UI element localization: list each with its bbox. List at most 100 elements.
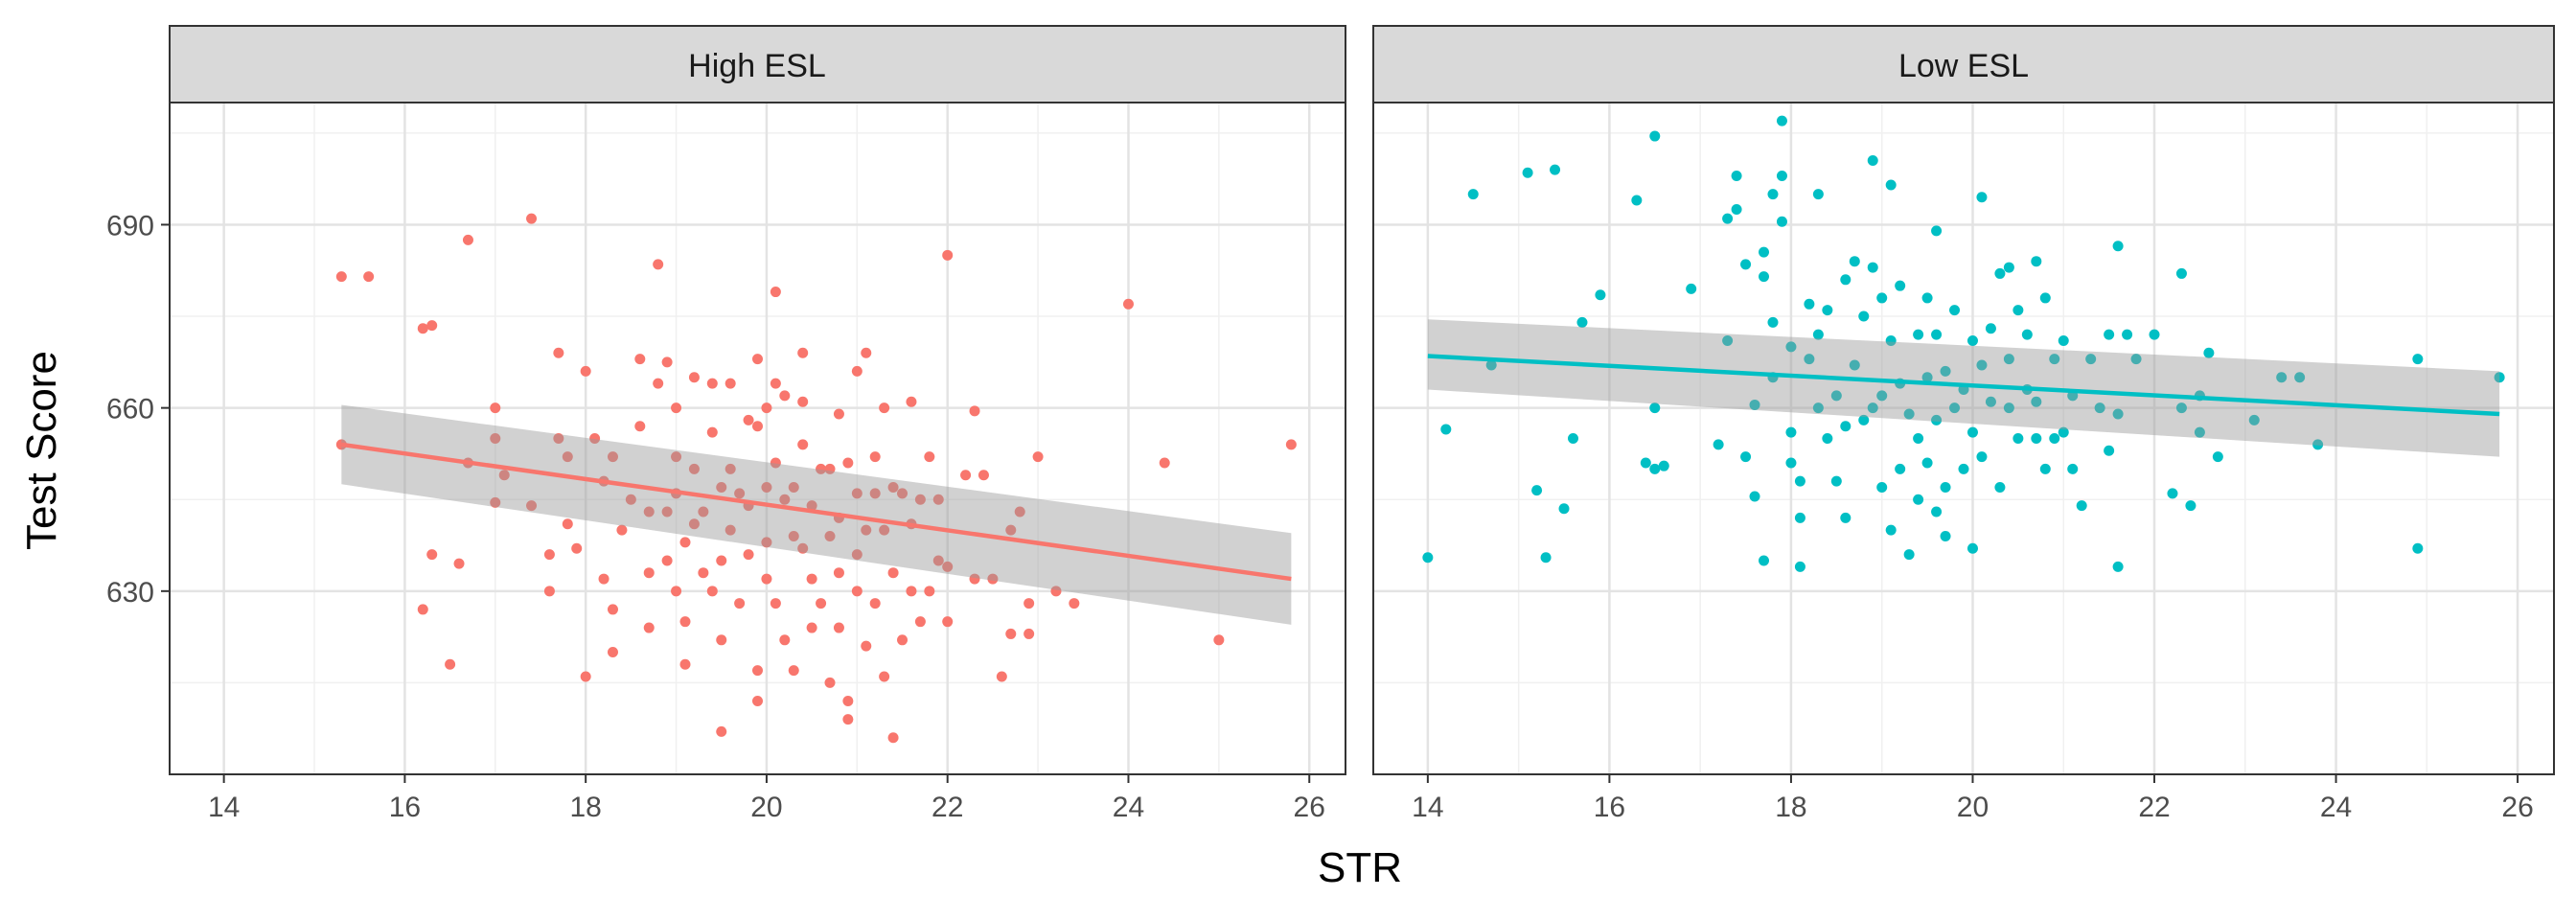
data-point xyxy=(1640,457,1651,469)
data-point xyxy=(426,320,438,332)
data-point xyxy=(734,598,746,610)
data-point xyxy=(1966,335,1978,347)
data-point xyxy=(788,530,799,541)
data-point xyxy=(1940,530,1951,541)
data-point xyxy=(932,555,944,566)
data-point xyxy=(490,496,501,508)
data-point xyxy=(490,433,501,444)
data-point xyxy=(724,378,736,389)
facet-label-low-esl: Low ESL xyxy=(1898,48,2029,84)
data-point xyxy=(1024,598,1035,610)
data-point xyxy=(1032,451,1044,463)
data-point xyxy=(653,378,664,389)
data-point xyxy=(598,573,610,585)
regression-line xyxy=(1427,354,2500,417)
data-point xyxy=(643,567,655,579)
data-point xyxy=(2058,426,2069,438)
data-point xyxy=(679,537,691,548)
data-point xyxy=(1069,598,1080,610)
data-point xyxy=(1522,167,1533,178)
data-point xyxy=(661,555,673,566)
y-axis-title: Test Score xyxy=(18,351,65,550)
panel-border xyxy=(1372,102,2555,775)
data-point xyxy=(1903,549,1915,561)
data-point xyxy=(2104,329,2115,340)
data-point xyxy=(526,500,538,512)
data-point xyxy=(842,457,854,469)
data-point xyxy=(761,481,772,493)
data-point xyxy=(861,524,872,536)
data-point xyxy=(851,586,862,597)
data-point xyxy=(1731,170,1742,181)
data-point xyxy=(589,433,601,444)
data-point xyxy=(1885,524,1897,536)
data-point xyxy=(752,696,763,707)
data-point xyxy=(1722,335,1734,347)
data-point xyxy=(1976,192,1988,203)
data-point xyxy=(770,457,781,469)
facet-strip-high-esl xyxy=(169,25,1346,104)
data-point xyxy=(887,567,899,579)
x-tick-label: 20 xyxy=(1957,792,1989,823)
x-tick-label: 26 xyxy=(1294,792,1325,823)
data-point xyxy=(1213,634,1225,646)
data-point xyxy=(1840,512,1852,523)
data-point xyxy=(2067,463,2079,474)
data-point xyxy=(634,421,646,432)
data-point xyxy=(2031,433,2042,444)
data-point xyxy=(1740,259,1752,270)
data-point xyxy=(1876,481,1888,493)
data-point xyxy=(761,537,772,548)
data-point xyxy=(779,634,791,646)
data-point xyxy=(688,518,700,530)
data-point xyxy=(706,378,718,389)
data-point xyxy=(1631,195,1643,206)
data-point xyxy=(924,586,935,597)
x-tick-label: 16 xyxy=(389,792,421,823)
data-point xyxy=(1804,298,1815,310)
data-point xyxy=(942,616,954,628)
data-point xyxy=(2167,488,2178,499)
data-point xyxy=(824,530,836,541)
data-point xyxy=(2076,500,2087,512)
data-point xyxy=(1940,481,1951,493)
data-point xyxy=(1840,274,1852,286)
data-point xyxy=(788,481,799,493)
data-point xyxy=(607,451,618,463)
data-point xyxy=(2031,256,2042,267)
data-point xyxy=(1285,439,1297,450)
data-point xyxy=(987,573,999,585)
data-point xyxy=(490,402,501,414)
data-point xyxy=(1776,170,1787,181)
data-point xyxy=(543,586,555,597)
data-point xyxy=(1776,216,1787,227)
data-point xyxy=(1931,506,1943,518)
data-point xyxy=(879,402,890,414)
data-point xyxy=(1822,305,1833,316)
data-point xyxy=(1921,292,1933,304)
data-point xyxy=(906,396,917,407)
data-point xyxy=(869,598,881,610)
data-point xyxy=(553,433,564,444)
data-point xyxy=(661,356,673,368)
data-point xyxy=(2049,354,2060,365)
data-point xyxy=(833,408,844,420)
data-point xyxy=(1422,552,1434,564)
data-point xyxy=(2003,262,2014,273)
x-tick-label: 26 xyxy=(2501,792,2533,823)
data-point xyxy=(924,451,935,463)
x-tick-label: 20 xyxy=(750,792,782,823)
data-point xyxy=(2248,414,2260,426)
data-point xyxy=(1812,402,1824,414)
data-point xyxy=(2112,561,2124,572)
data-point xyxy=(1024,628,1035,639)
data-point xyxy=(1849,256,1860,267)
data-point xyxy=(2494,372,2505,383)
data-point xyxy=(914,494,926,505)
data-point xyxy=(688,372,700,383)
data-point xyxy=(2104,445,2115,456)
data-point xyxy=(914,616,926,628)
data-point xyxy=(2003,402,2014,414)
data-point xyxy=(653,259,664,270)
data-point xyxy=(462,234,473,245)
